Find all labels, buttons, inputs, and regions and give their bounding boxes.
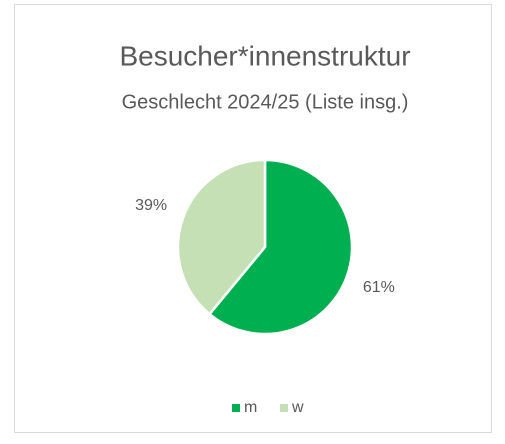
pie-slice bbox=[176, 158, 267, 316]
chart-subtitle: Geschlecht 2024/25 (Liste insg.) bbox=[122, 91, 409, 113]
legend-label: m bbox=[244, 399, 257, 416]
chart-title: Besucher*innenstruktur bbox=[119, 40, 410, 71]
legend-label: w bbox=[291, 399, 304, 416]
legend-swatch bbox=[280, 404, 288, 412]
data-label: 39% bbox=[135, 197, 167, 214]
legend-swatch bbox=[232, 404, 240, 412]
pie-slice bbox=[208, 158, 354, 336]
data-label: 61% bbox=[363, 279, 395, 296]
